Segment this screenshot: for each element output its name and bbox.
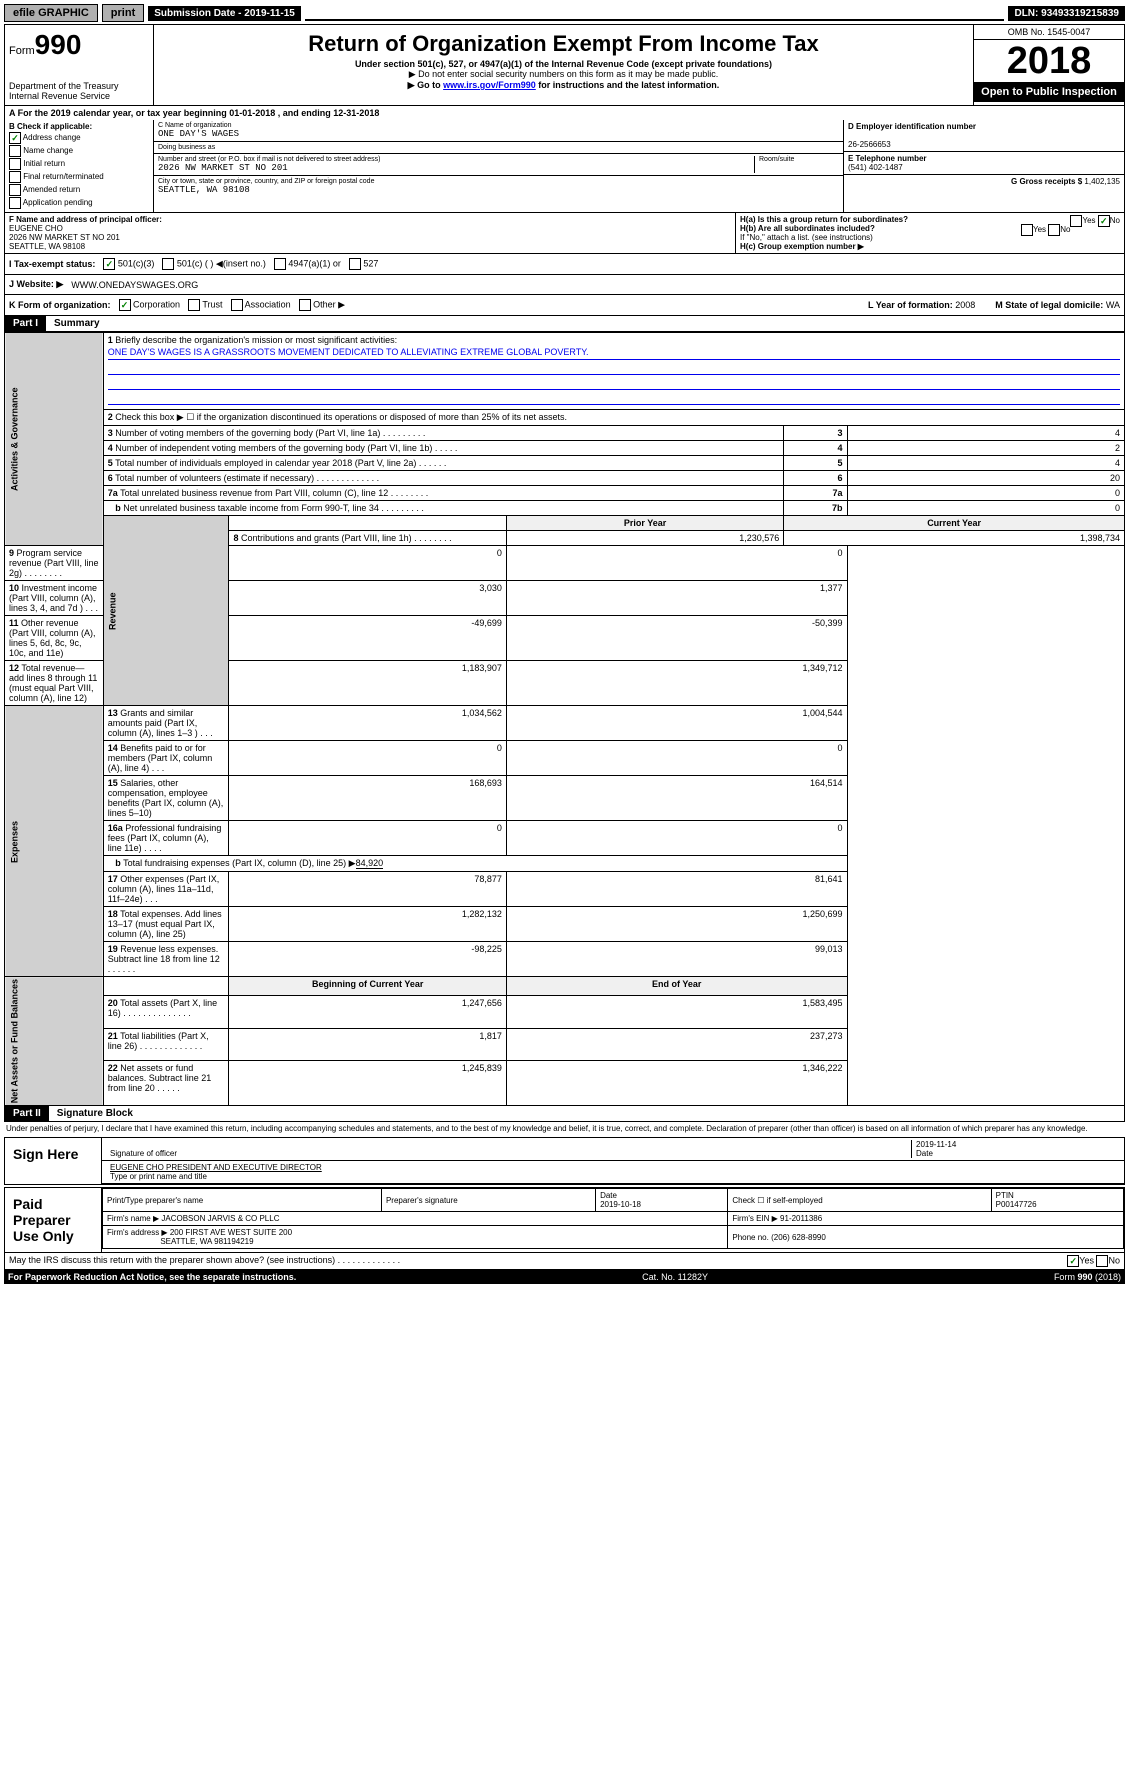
netassets-label: Net Assets or Fund Balances bbox=[5, 977, 104, 1106]
column-b: B Check if applicable: Address change Na… bbox=[5, 120, 154, 212]
column-c: C Name of organization ONE DAY'S WAGES D… bbox=[154, 120, 843, 212]
form-title: Return of Organization Exempt From Incom… bbox=[158, 31, 969, 57]
expenses-label: Expenses bbox=[5, 706, 104, 977]
form-org-row: K Form of organization: Corporation Trus… bbox=[5, 294, 1124, 315]
cb-corporation[interactable]: Corporation bbox=[119, 299, 181, 311]
governance-label: Activities & Governance bbox=[5, 333, 104, 546]
v3: 4 bbox=[847, 426, 1124, 441]
cb-501c[interactable]: 501(c) ( ) ◀(insert no.) bbox=[162, 258, 265, 270]
cb-other[interactable]: Other ▶ bbox=[299, 299, 345, 311]
entity-section: A For the 2019 calendar year, or tax yea… bbox=[4, 106, 1125, 316]
firm-ein: 91-2011386 bbox=[780, 1214, 822, 1223]
year-formation: 2008 bbox=[955, 300, 975, 310]
cb-discuss-yes[interactable] bbox=[1067, 1255, 1079, 1267]
v4: 2 bbox=[847, 441, 1124, 456]
dln: DLN: 93493319215839 bbox=[1008, 6, 1125, 21]
firm-phone: (206) 628-8990 bbox=[771, 1233, 826, 1242]
cb-application-pending[interactable]: Application pending bbox=[9, 197, 149, 209]
cb-final-return[interactable]: Final return/terminated bbox=[9, 171, 149, 183]
v5: 4 bbox=[847, 456, 1124, 471]
cb-association[interactable]: Association bbox=[231, 299, 291, 311]
form-number: Form990 bbox=[9, 29, 149, 61]
department: Department of the Treasury Internal Reve… bbox=[9, 81, 149, 101]
group-return: H(a) Is this a group return for subordin… bbox=[735, 213, 1124, 253]
revenue-label: Revenue bbox=[103, 516, 229, 706]
tax-year: 2018 bbox=[974, 40, 1124, 82]
omb-number: OMB No. 1545-0047 bbox=[974, 25, 1124, 40]
part1-header: Part I Summary bbox=[4, 316, 1125, 332]
ein: 26-2566653 bbox=[848, 140, 891, 149]
telephone: (541) 402-1487 bbox=[848, 163, 903, 172]
efile-button[interactable]: efile GRAPHIC bbox=[4, 4, 98, 22]
v7b: 0 bbox=[847, 501, 1124, 516]
cb-527[interactable]: 527 bbox=[349, 258, 379, 270]
submission-date: Submission Date - 2019-11-15 bbox=[148, 6, 301, 21]
summary-table: Activities & Governance 1 Briefly descri… bbox=[4, 332, 1125, 1106]
cb-trust[interactable]: Trust bbox=[188, 299, 223, 311]
firm-name: JACOBSON JARVIS & CO PLLC bbox=[161, 1214, 279, 1223]
v7a: 0 bbox=[847, 486, 1124, 501]
cb-amended[interactable]: Amended return bbox=[9, 184, 149, 196]
v6: 20 bbox=[847, 471, 1124, 486]
note-goto: ▶ Go to www.irs.gov/Form990 for instruct… bbox=[158, 80, 969, 91]
open-public: Open to Public Inspection bbox=[974, 82, 1124, 102]
cb-name-change[interactable]: Name change bbox=[9, 145, 149, 157]
discuss-row: May the IRS discuss this return with the… bbox=[4, 1253, 1125, 1270]
part2-header: Part II Signature Block bbox=[4, 1106, 1125, 1122]
mission-text: ONE DAY'S WAGES IS A GRASSROOTS MOVEMENT… bbox=[108, 347, 1120, 360]
preparer-section: Paid Preparer Use Only Print/Type prepar… bbox=[4, 1187, 1125, 1253]
cb-4947[interactable]: 4947(a)(1) or bbox=[274, 258, 341, 270]
paid-preparer-label: Paid Preparer Use Only bbox=[5, 1188, 102, 1252]
print-button[interactable]: print bbox=[102, 4, 144, 22]
org-name: ONE DAY'S WAGES bbox=[158, 129, 839, 139]
state-domicile: WA bbox=[1106, 300, 1120, 310]
website-url: WWW.ONEDAYSWAGES.ORG bbox=[71, 280, 198, 290]
tax-year-line: A For the 2019 calendar year, or tax yea… bbox=[5, 106, 1124, 120]
penalties-text: Under penalties of perjury, I declare th… bbox=[4, 1122, 1125, 1135]
irs-link[interactable]: www.irs.gov/Form990 bbox=[443, 80, 536, 90]
top-bar: efile GRAPHIC print Submission Date - 20… bbox=[4, 4, 1125, 22]
footer: For Paperwork Reduction Act Notice, see … bbox=[4, 1270, 1125, 1284]
principal-officer: F Name and address of principal officer:… bbox=[5, 213, 735, 253]
form-header: Form990 Department of the Treasury Inter… bbox=[4, 24, 1125, 106]
column-d: D Employer identification number 26-2566… bbox=[843, 120, 1124, 212]
city-state-zip: SEATTLE, WA 98108 bbox=[158, 185, 839, 195]
cb-initial-return[interactable]: Initial return bbox=[9, 158, 149, 170]
cb-address-change[interactable]: Address change bbox=[9, 132, 149, 144]
spacer bbox=[305, 5, 1005, 21]
note-ssn: ▶ Do not enter social security numbers o… bbox=[158, 69, 969, 80]
sign-here-label: Sign Here bbox=[5, 1138, 102, 1184]
cb-501c3[interactable]: 501(c)(3) bbox=[103, 258, 154, 270]
form-subtitle: Under section 501(c), 527, or 4947(a)(1)… bbox=[158, 59, 969, 69]
website-row: J Website: ▶ WWW.ONEDAYSWAGES.ORG bbox=[5, 274, 1124, 294]
tax-exempt-status: I Tax-exempt status: 501(c)(3) 501(c) ( … bbox=[5, 253, 1124, 274]
signature-section: Sign Here Signature of officer 2019-11-1… bbox=[4, 1137, 1125, 1185]
street-address: 2026 NW MARKET ST NO 201 bbox=[158, 163, 754, 173]
cb-discuss-no[interactable] bbox=[1096, 1255, 1108, 1267]
gross-receipts: 1,402,135 bbox=[1084, 177, 1120, 186]
